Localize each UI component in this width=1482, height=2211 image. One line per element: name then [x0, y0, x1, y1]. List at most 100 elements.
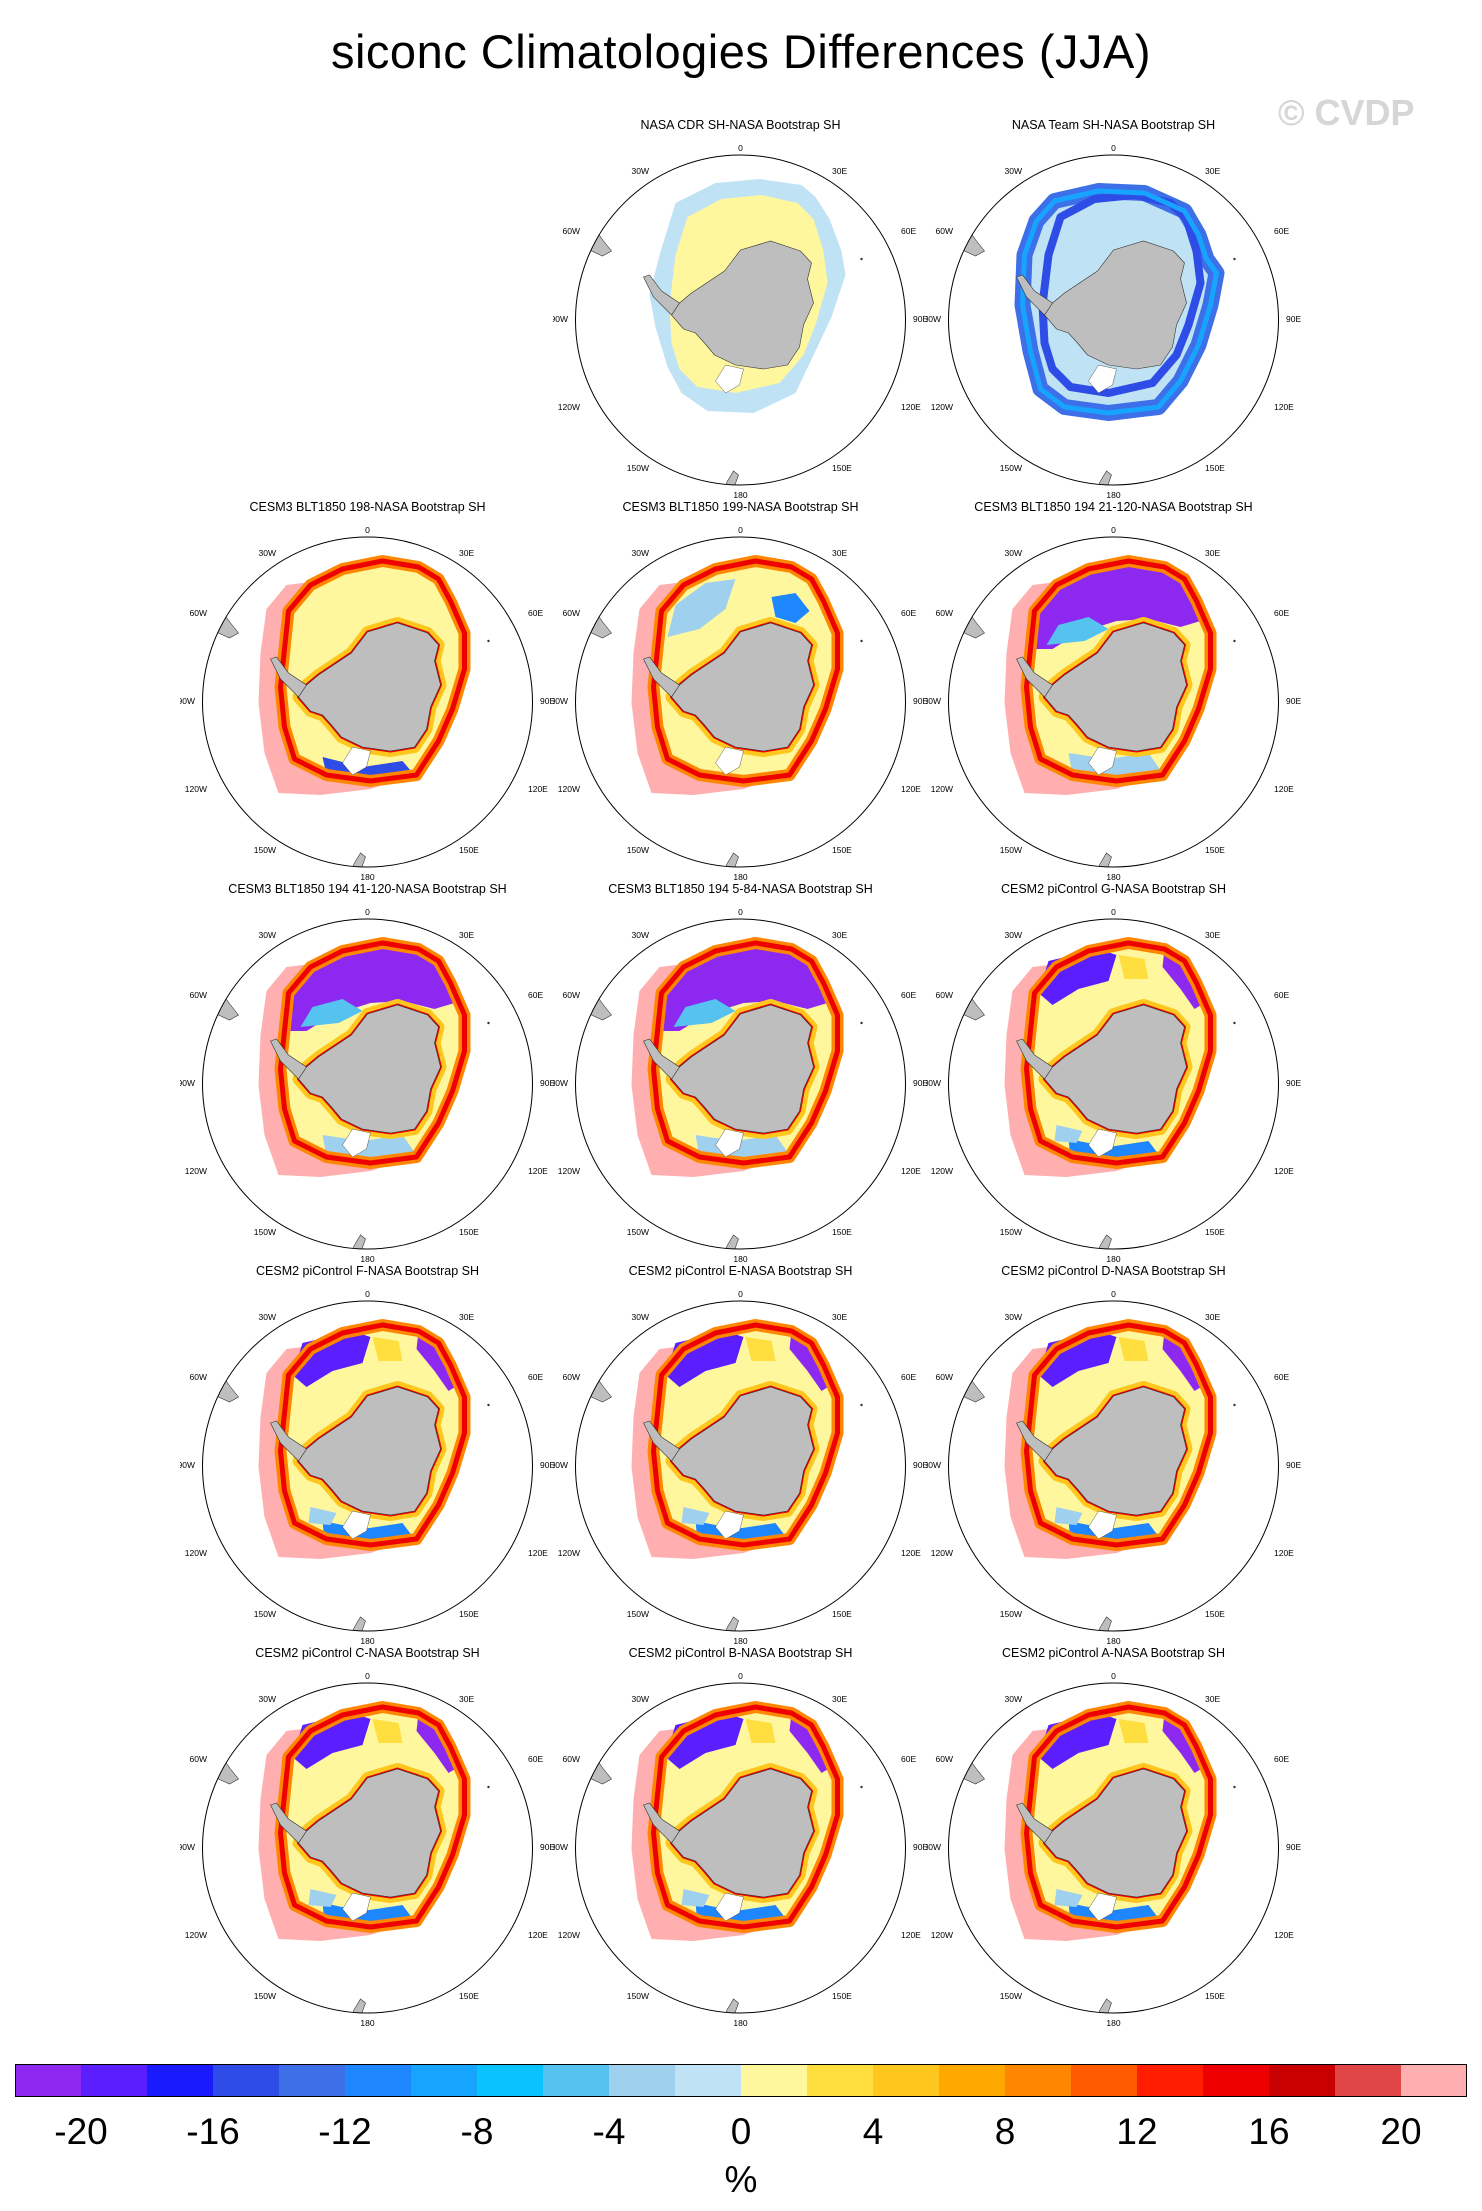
colorbar: -20 -16 -12 -8 -4 0 4 8 12 16 20%: [15, 2064, 1467, 2200]
lon-label-upper_left: 30W: [1005, 166, 1022, 176]
map-border: [948, 918, 1279, 1250]
lon-label-bottom: 180: [1106, 490, 1120, 500]
sea-ice-field: [575, 537, 906, 867]
lon-label-left_lower: 120W: [931, 402, 953, 412]
lon-label-left_lower: 120W: [558, 1930, 580, 1940]
map-border: [948, 536, 1279, 868]
lon-label-lower_left: 150W: [627, 1227, 649, 1237]
lon-label-left_upper: 60W: [563, 608, 580, 618]
lon-label-upper_right: 30E: [1205, 548, 1220, 558]
lon-label-left: 90W: [180, 1078, 195, 1088]
lon-label-lower_right: 150E: [459, 1991, 479, 2001]
lon-label-bottom: 180: [733, 1636, 747, 1646]
lon-label-right_upper: 60E: [528, 608, 543, 618]
lon-label-left_lower: 120W: [558, 1166, 580, 1176]
map-border: [575, 536, 906, 868]
lon-label-right_lower: 120E: [528, 1548, 548, 1558]
lon-label-right: 90E: [540, 1842, 555, 1852]
lon-label-upper_left: 30W: [1005, 1312, 1022, 1322]
sea-ice-field: [575, 155, 906, 485]
map-panel: CESM3 BLT1850 194 21-120-NASA Bootstrap …: [926, 500, 1301, 883]
lon-label-right: 90E: [1286, 1842, 1301, 1852]
lon-label-left_lower: 120W: [931, 1930, 953, 1940]
map-border: [948, 154, 1279, 486]
colorbar-bin: [1071, 2064, 1138, 2097]
lon-label-lower_left: 150W: [1000, 1227, 1022, 1237]
colorbar-tick-label: 0: [731, 2111, 752, 2152]
lon-label-upper_left: 30W: [259, 930, 276, 940]
lon-label-lower_left: 150W: [627, 1609, 649, 1619]
panel-title: CESM2 piControl F-NASA Bootstrap SH: [256, 1264, 479, 1278]
lon-label-bottom: 180: [1106, 2018, 1120, 2028]
lon-label-upper_right: 30E: [1205, 1694, 1220, 1704]
lon-label-top: 0: [1111, 1289, 1116, 1299]
polar-stereographic-map: 0 180 30W 30E 60W 60E 90W 90E 120W 120E 150W 150E: [180, 525, 555, 882]
lon-label-upper_right: 30E: [832, 166, 847, 176]
lon-label-upper_right: 30E: [459, 1312, 474, 1322]
colorbar-bin: [345, 2064, 412, 2097]
lon-label-left_lower: 120W: [185, 1930, 207, 1940]
lon-label-upper_right: 30E: [1205, 1312, 1220, 1322]
lon-label-left_upper: 60W: [936, 608, 953, 618]
lon-label-right: 90E: [540, 696, 555, 706]
map-border: [202, 1300, 533, 1632]
lon-label-lower_right: 150E: [1205, 463, 1225, 473]
lon-label-right_upper: 60E: [901, 226, 916, 236]
lon-label-right_lower: 120E: [1274, 1548, 1294, 1558]
lon-label-lower_left: 150W: [254, 1609, 276, 1619]
map-border: [575, 154, 906, 486]
lon-label-left_upper: 60W: [936, 226, 953, 236]
sea-ice-field: [948, 1683, 1279, 2013]
lon-label-bottom: 180: [733, 1254, 747, 1264]
lon-label-upper_left: 30W: [632, 930, 649, 940]
lon-label-bottom: 180: [1106, 1636, 1120, 1646]
lon-label-right: 90E: [540, 1078, 555, 1088]
lon-label-left_upper: 60W: [563, 990, 580, 1000]
lon-label-left_upper: 60W: [936, 1372, 953, 1382]
lon-label-left_upper: 60W: [563, 1372, 580, 1382]
lon-label-lower_left: 150W: [627, 463, 649, 473]
lon-label-top: 0: [738, 1671, 743, 1681]
map-panel: NASA CDR SH-NASA Bootstrap SH 0 180 30W 30E 6…: [553, 118, 928, 501]
lon-label-upper_left: 30W: [632, 1312, 649, 1322]
colorbar-bin: [147, 2064, 214, 2097]
lon-label-upper_right: 30E: [459, 1694, 474, 1704]
polar-stereographic-map: 0 180 30W 30E 60W 60E 90W 90E 120W 120E 150W 150E: [926, 1289, 1301, 1646]
lon-label-lower_left: 150W: [1000, 845, 1022, 855]
lon-label-left_upper: 60W: [190, 990, 207, 1000]
lon-label-lower_left: 150W: [1000, 463, 1022, 473]
colorbar-tick-label: -16: [186, 2111, 239, 2152]
map-panel: CESM2 piControl B-NASA Bootstrap SH 0 180 3…: [553, 1646, 928, 2029]
sea-ice-field: [202, 1683, 533, 2013]
polar-stereographic-map: 0 180 30W 30E 60W 60E 90W 90E 120W 120E 150W 150E: [926, 143, 1301, 500]
lon-label-left: 90W: [553, 1078, 568, 1088]
colorbar-bin: [213, 2064, 280, 2097]
lon-label-left: 90W: [180, 696, 195, 706]
figure-title: siconc Climatologies Differences (JJA): [330, 25, 1152, 78]
lon-label-lower_right: 150E: [1205, 1227, 1225, 1237]
lon-label-left_lower: 120W: [185, 1166, 207, 1176]
lon-label-left: 90W: [553, 1842, 568, 1852]
colorbar-tick-label: 20: [1380, 2111, 1421, 2152]
map-border: [948, 1300, 1279, 1632]
lon-label-lower_right: 150E: [459, 1227, 479, 1237]
lon-label-lower_right: 150E: [832, 1609, 852, 1619]
lon-label-upper_right: 30E: [1205, 930, 1220, 940]
sea-ice-field: [575, 1683, 906, 2013]
map-panel: CESM2 piControl D-NASA Bootstrap SH 0 180 3…: [926, 1264, 1301, 1647]
lon-label-top: 0: [738, 525, 743, 535]
lon-label-right_upper: 60E: [901, 1372, 916, 1382]
panel-title: CESM3 BLT1850 194 21-120-NASA Bootstrap …: [974, 500, 1253, 514]
lon-label-left: 90W: [926, 1842, 941, 1852]
sea-ice-field: [202, 1301, 533, 1631]
lon-label-right: 90E: [913, 314, 928, 324]
colorbar-bin: [543, 2064, 610, 2097]
lon-label-left: 90W: [926, 1078, 941, 1088]
lon-label-left_lower: 120W: [558, 784, 580, 794]
lon-label-lower_right: 150E: [459, 1609, 479, 1619]
lon-label-upper_left: 30W: [1005, 548, 1022, 558]
colorbar-tick-label: -8: [461, 2111, 494, 2152]
lon-label-lower_right: 150E: [832, 845, 852, 855]
panel-title: CESM3 BLT1850 198-NASA Bootstrap SH: [249, 500, 486, 514]
polar-stereographic-map: 0 180 30W 30E 60W 60E 90W 90E 120W 120E 150W 150E: [553, 907, 928, 1264]
